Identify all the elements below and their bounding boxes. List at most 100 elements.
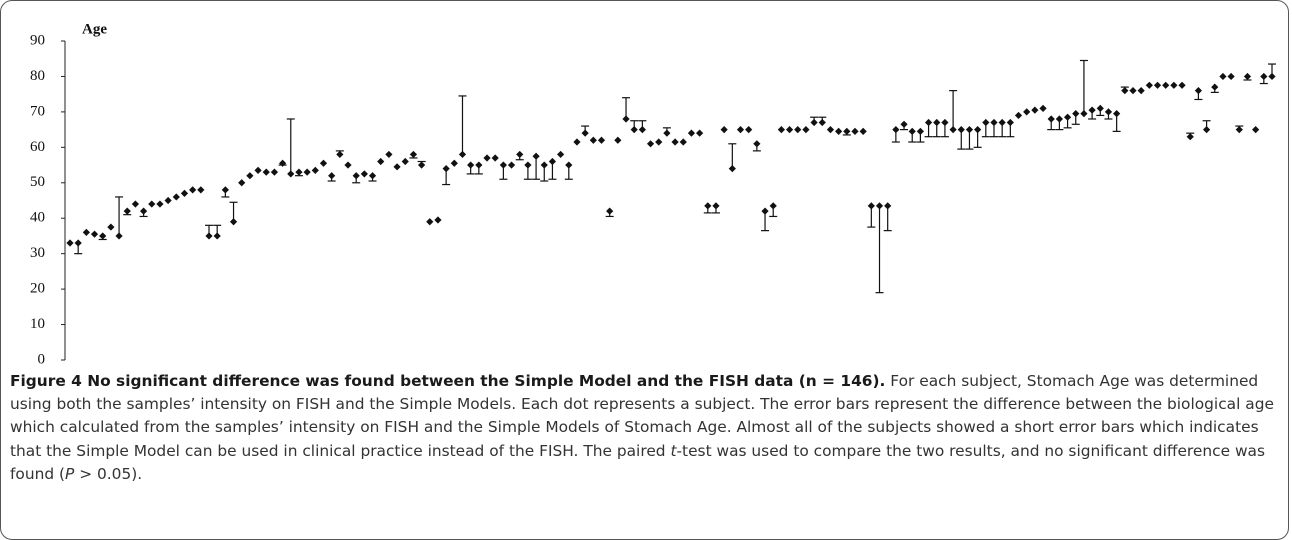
data-point [475,161,483,169]
data-point [393,163,401,171]
data-point [875,202,884,210]
data-point [679,138,687,146]
data-point [1047,115,1055,123]
data-point [516,150,524,159]
caption-text: -test was used to compare the two result… [10,441,1265,483]
data-point [941,118,949,127]
data-point [565,161,573,169]
data-point [1235,126,1243,134]
y-axis-label: Age [82,21,107,37]
data-point [990,118,998,127]
data-point [401,157,409,166]
data-point [1186,133,1194,141]
caption-text: > 0.05). [74,464,143,483]
data-point [1039,104,1047,112]
data-point [426,218,434,226]
y-tick-label: 10 [30,316,45,332]
data-point [892,126,900,134]
y-tick-label: 80 [30,68,45,84]
data-point [1252,126,1260,134]
data-point [352,172,360,180]
data-point [728,165,736,173]
data-point [1063,113,1072,121]
data-point [287,170,295,178]
y-tick-label: 70 [30,103,45,119]
data-point [1113,110,1121,118]
data-point [826,126,835,134]
data-point [1145,81,1153,89]
data-point [1006,118,1014,127]
data-point [589,136,597,144]
data-point [957,126,965,134]
data-point [197,186,205,194]
data-point [908,127,916,135]
data-point [66,239,74,247]
y-tick-label: 30 [30,245,45,261]
data-point [1153,81,1162,89]
data-point [974,126,982,134]
data-point [123,207,131,215]
data-point [785,126,794,134]
data-point [1096,104,1104,112]
caption: Figure 4 No significant difference was f… [10,370,1282,486]
y-tick-label: 60 [30,139,45,155]
data-point [859,127,867,135]
data-point [499,161,507,169]
data-point [148,200,156,208]
data-point [671,138,679,146]
data-point [246,172,254,180]
data-point [965,126,974,134]
data-point [319,159,328,167]
data-point [368,172,377,180]
data-point [442,165,450,173]
data-point [606,207,614,215]
data-point [156,200,164,208]
data-point [843,127,851,135]
caption-italic: t [670,441,677,460]
data-point [867,202,875,210]
data-point [295,168,303,176]
data-point [254,166,262,174]
data-point [303,168,311,176]
data-point [450,159,458,167]
data-point [818,118,826,127]
data-point [655,138,663,146]
data-point [1014,111,1023,120]
data-point [736,126,745,134]
data-point [262,168,270,176]
data-point [311,166,319,174]
data-point [1194,87,1203,95]
y-tick-label: 20 [30,281,45,297]
data-point [139,207,148,215]
data-point [696,129,704,137]
data-point [221,186,229,194]
data-point [483,154,491,162]
data-point [328,172,336,180]
data-point [712,202,720,210]
data-point [638,126,646,134]
data-point [614,136,622,144]
data-point [1129,87,1137,95]
data-point [998,118,1006,127]
y-tick-label: 50 [30,174,45,190]
data-point [418,161,426,169]
data-point [180,189,189,198]
data-point [491,154,499,162]
data-point [229,218,238,226]
data-point [409,150,418,159]
data-point [90,230,99,238]
data-point [1162,81,1170,89]
caption-heading: Figure 4 No significant difference was f… [10,372,886,390]
data-point [1104,108,1113,116]
data-point [851,127,859,135]
data-point [189,186,197,194]
data-point [1211,83,1219,91]
data-point [794,126,802,134]
data-point [360,170,368,178]
data-point [1137,87,1145,95]
data-point [524,161,532,169]
data-point [507,161,516,169]
data-point [884,202,892,210]
data-point [924,118,933,127]
